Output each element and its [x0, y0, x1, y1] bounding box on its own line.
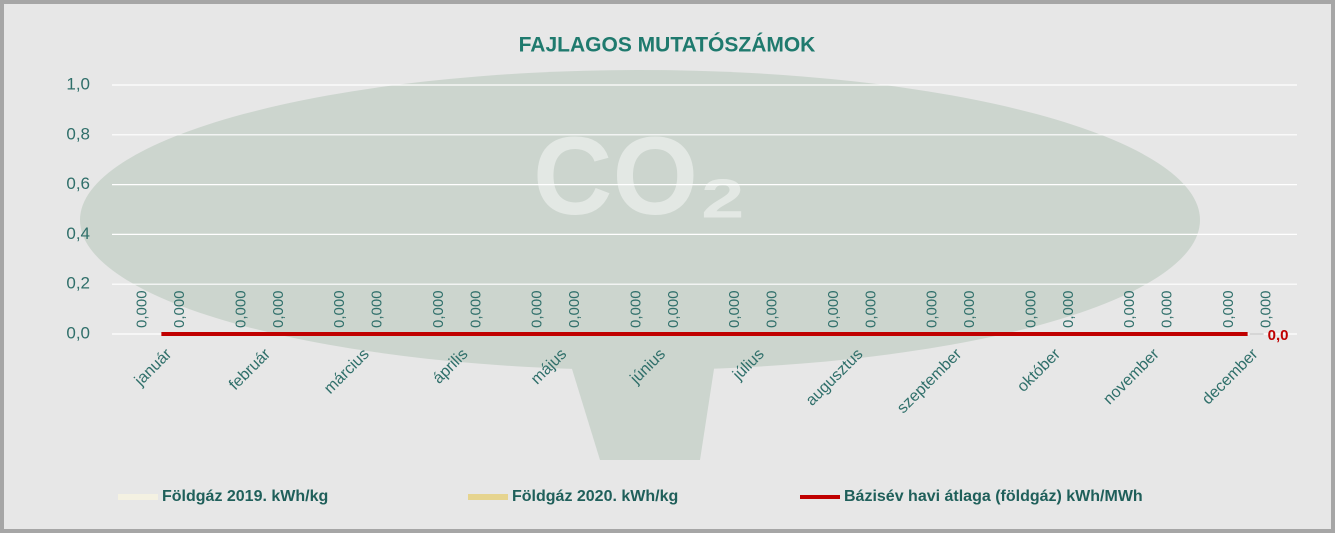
y-tick-label: 0,4 — [66, 224, 90, 243]
data-label: 0,000 — [171, 290, 188, 328]
data-label: 0,000 — [1022, 290, 1039, 328]
data-label: 0,000 — [924, 290, 941, 328]
data-label: 0,000 — [1121, 290, 1138, 328]
data-label: 0,000 — [627, 290, 644, 328]
data-label: 0,000 — [961, 290, 978, 328]
data-label: 0,000 — [726, 290, 743, 328]
watermark-tree — [80, 70, 1200, 460]
data-label: 0,000 — [1060, 290, 1077, 328]
y-tick-label: 1,0 — [66, 74, 90, 93]
data-label: 0,000 — [467, 290, 484, 328]
legend-label: Földgáz 2020. kWh/kg — [512, 488, 678, 505]
legend-label: Földgáz 2019. kWh/kg — [162, 488, 328, 505]
data-label: 0,000 — [1257, 290, 1274, 328]
data-label: 0,000 — [232, 290, 249, 328]
data-label: 0,000 — [331, 290, 348, 328]
data-label: 0,000 — [369, 290, 386, 328]
data-label: 0,0 — [1268, 327, 1289, 344]
legend-label: Bázisév havi átlaga (földgáz) kWh/MWh — [844, 488, 1143, 505]
y-tick-label: 0,6 — [66, 174, 90, 193]
y-tick-label: 0,8 — [66, 124, 90, 143]
data-label: 0,000 — [764, 290, 781, 328]
data-label: 0,000 — [1220, 290, 1237, 328]
y-tick-label: 0,0 — [66, 323, 90, 342]
data-label: 0,000 — [566, 290, 583, 328]
data-label: 0,000 — [665, 290, 682, 328]
data-label: 0,000 — [270, 290, 287, 328]
chart-title: FAJLAGOS MUTATÓSZÁMOK — [519, 33, 816, 57]
data-label: 0,000 — [862, 290, 879, 328]
y-tick-label: 0,2 — [66, 274, 90, 293]
data-label: 0,000 — [430, 290, 447, 328]
watermark-text: CO₂ — [533, 115, 747, 238]
data-label: 0,000 — [529, 290, 546, 328]
data-label: 0,000 — [825, 290, 842, 328]
data-label: 0,000 — [134, 290, 151, 328]
data-label: 0,000 — [1159, 290, 1176, 328]
